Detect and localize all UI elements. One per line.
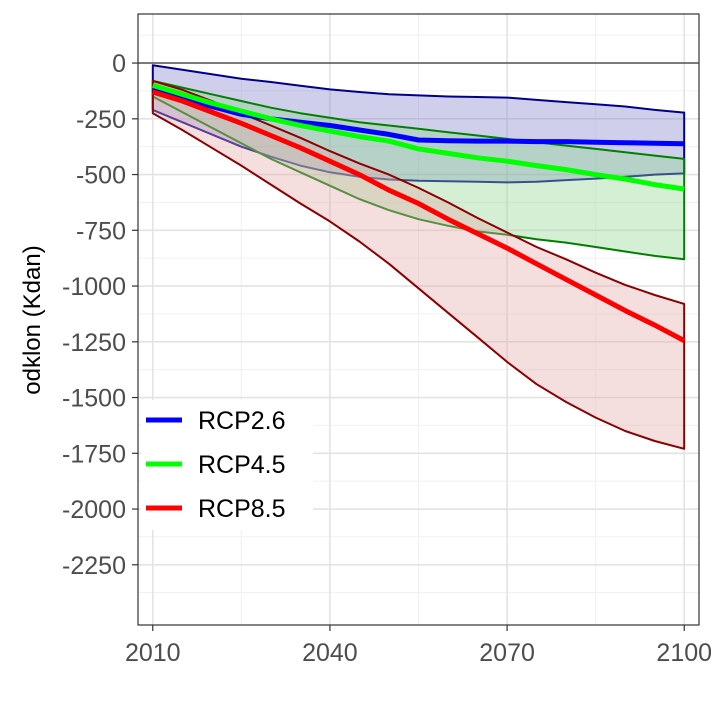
x-tick-label: 2100 bbox=[656, 639, 712, 667]
line-rcp26 bbox=[152, 87, 685, 147]
x-tick-label: 2070 bbox=[479, 639, 535, 667]
plot-panel-border bbox=[137, 13, 700, 626]
uncertainty-bands bbox=[151, 64, 686, 450]
legend: RCP2.6 RCP4.5 RCP8.5 bbox=[141, 400, 313, 530]
x-axis: 2010 2040 2070 2100 bbox=[125, 625, 712, 667]
y-axis-title: odklon (Kdan) bbox=[19, 245, 46, 394]
line-rcp45 bbox=[152, 83, 685, 192]
y-tick-label: 0 bbox=[112, 50, 126, 78]
y-tick-label: -1500 bbox=[62, 385, 126, 413]
y-tick-label: -750 bbox=[76, 217, 126, 245]
series-lines bbox=[152, 83, 686, 343]
grid-minor bbox=[138, 14, 699, 625]
legend-label-rcp26: RCP2.6 bbox=[198, 407, 286, 435]
y-tick-label: -2250 bbox=[62, 552, 126, 580]
y-tick-label: -1250 bbox=[62, 329, 126, 357]
y-tick-label: -1000 bbox=[62, 273, 126, 301]
line-rcp85 bbox=[152, 89, 686, 343]
y-tick-label: -2000 bbox=[62, 496, 126, 524]
x-tick-label: 2040 bbox=[302, 639, 358, 667]
legend-label-rcp45: RCP4.5 bbox=[198, 451, 286, 479]
y-tick-label: -1750 bbox=[62, 440, 126, 468]
band-rcp85 bbox=[151, 79, 686, 450]
y-tick-label: -250 bbox=[76, 106, 126, 134]
y-tick-label: -500 bbox=[76, 162, 126, 190]
band-rcp45 bbox=[151, 79, 686, 261]
x-tick-label: 2010 bbox=[125, 639, 181, 667]
y-axis: 0 -250 -500 -750 -1000 -1250 -1500 -1750 -2000 -2… bbox=[62, 50, 138, 580]
legend-label-rcp85: RCP8.5 bbox=[198, 495, 286, 523]
